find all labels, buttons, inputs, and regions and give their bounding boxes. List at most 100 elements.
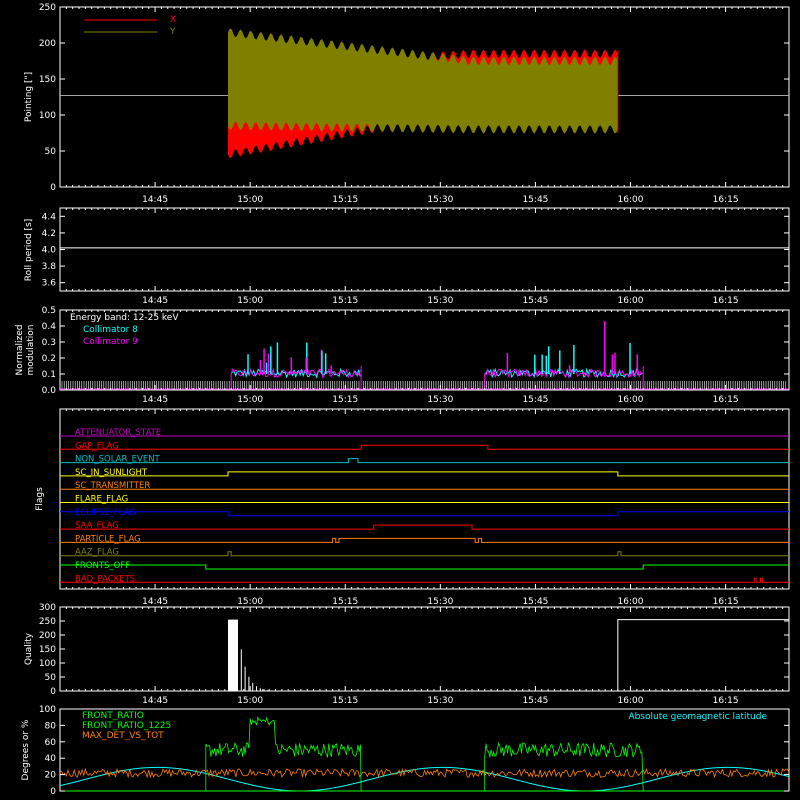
y-tick-label: 0.0 [42,386,57,396]
legend-front-ratio: FRONT_RATIO [82,711,144,721]
legend-front-ratio-1225: FRONT_RATIO_1225 [82,721,171,731]
y-tick-label: 150 [39,75,56,85]
ratios-yticks: 0 20 40 60 80 100 [39,705,789,797]
legend-label-x: X [170,15,176,25]
flag-label-gap_flag: GAP_FLAG [75,441,119,451]
x-tick-label: 15:15 [332,597,358,607]
flags-plot: ATTENUATOR_STATE GAP_FLAG NON_SOLAR_EVENT S… [60,428,789,584]
x-tick-label: 16:15 [713,696,739,706]
flag-label-aaz_flag: AAZ_FLAG [75,548,119,558]
legend-max-det-vs-tot: MAX_DET_VS_TOT [82,731,164,741]
x-tick-label: 16:00 [618,195,644,205]
modulation-panel-frame [59,309,790,391]
x-tick-label: 15:15 [332,395,358,405]
y-tick-label: 0 [50,687,56,697]
modulation-xticks: 14:45 15:00 15:15 15:30 15:45 16:00 16:15 [65,310,790,405]
x-tick-label: 14:45 [142,296,168,306]
y-tick-label: 0.5 [42,306,56,316]
quality-ylabel: Quality [24,632,34,665]
x-tick-label: 15:45 [522,296,548,306]
modulation-ylabel-line1: Normalized [15,324,25,375]
y-tick-label: 0 [50,787,56,797]
flags-ylabel: Flags [35,487,45,511]
modulation-panel: 0.00.10.20.30.40.5 14:45 15:00 15:15 15:30 1… [15,306,790,405]
y-tick-label: 100 [39,111,56,121]
x-tick-label: 15:00 [237,296,263,306]
legend-collimator-8: Collimator 8 [83,325,138,335]
flag-label-sc_transmitter: SC_TRANSMITTER [75,481,150,491]
x-tick-label: 14:45 [142,195,168,205]
flag-line-gap_flag [60,444,789,450]
quality-yticks: 0 50 100 150 200 250 300 [39,603,789,697]
y-tick-label: 300 [39,603,56,613]
flag-label-sc_in_sunlight: SC_IN_SUNLIGHT [75,468,148,478]
flag-line-non_solar_event [60,458,789,464]
y-tick-label: 50 [45,673,57,683]
y-tick-label: 150 [39,645,56,655]
flags-panel: ATTENUATOR_STATE GAP_FLAG NON_SOLAR_EVENT S… [35,408,790,607]
x-tick-label: 14:45 [142,696,168,706]
modulation-yticks: 0.0 0.1 0.2 0.3 0.4 0.5 [42,306,789,396]
y-tick-label: 60 [45,738,57,748]
x-tick-label: 15:30 [427,597,453,607]
roll-period-yticks: 3.6 3.8 4.0 4.2 4.4 [42,212,789,289]
legend-energy-band: Energy band: 12-25 keV [70,313,179,323]
x-tick-label: 15:45 [522,395,548,405]
x-tick-label: 15:30 [427,395,453,405]
x-tick-label: 15:45 [522,696,548,706]
flag-label-bad_packets: BAD_PACKETS [75,574,135,584]
y-tick-label: 0.1 [42,370,56,380]
quality-plot [60,619,789,692]
quality-plateau [617,619,789,691]
y-tick-label: 50 [45,147,57,157]
roll-period-panel: 3.6 3.8 4.0 4.2 4.4 14:45 15:00 15:15 15:30 15:4… [24,207,790,306]
flag-line-sc_in_sunlight [60,471,789,477]
flags-xticks: 14:45 15:00 15:15 15:30 15:45 16:00 16:15 [65,409,790,607]
ratios-plot [59,716,790,792]
x-tick-label: 16:00 [618,395,644,405]
flag-label-non_solar_event: NON_SOLAR_EVENT [75,455,161,465]
flag-label-fronts_off: FRONTS_OFF [75,561,130,571]
x-tick-label: 15:00 [237,395,263,405]
x-tick-label: 16:15 [713,597,739,607]
legend-geomagnetic-latitude: Absolute geomagnetic latitude [628,712,767,722]
y-tick-label: 4.2 [42,229,56,239]
pointing-series-y [227,28,618,134]
legend-label-y: Y [169,27,176,37]
x-tick-label: 16:00 [618,696,644,706]
y-tick-label: 250 [39,617,56,627]
quality-spike [227,619,238,691]
x-tick-label: 15:45 [522,597,548,607]
y-tick-label: 200 [39,631,56,641]
pointing-panel-frame [59,6,790,188]
x-tick-label: 15:00 [237,195,263,205]
collimator-8-trace [231,367,361,379]
x-tick-label: 16:00 [618,296,644,306]
flag-label-particle_flag: PARTICLE_FLAG [75,534,141,544]
x-tick-label: 15:15 [332,296,358,306]
flag-line-aaz_flag [60,551,789,557]
roll-period-ylabel: Roll period [s] [24,219,34,281]
ratios-legend: FRONT_RATIO FRONT_RATIO_1225 MAX_DET_VS_… [82,711,767,741]
modulation-legend: Energy band: 12-25 keV Collimator 8 Coll… [70,313,179,347]
y-tick-label: 4.4 [42,212,57,222]
roll-period-panel-frame [59,207,790,292]
y-tick-label: 0.2 [42,354,56,364]
x-tick-label: 15:30 [427,696,453,706]
ratios-ylabel: Degrees or % [21,719,31,780]
y-tick-label: 100 [39,705,56,715]
quality-xticks: 14:45 15:00 15:15 15:30 15:45 16:00 16:15 [65,607,790,706]
pointing-panel: 0 50 100 150 200 250 14:45 15:00 15:15 15:30 15:4… [24,3,790,205]
collimator-9-trace [230,367,361,379]
collimator-9-trace [484,367,643,379]
pointing-xticks: 14:45 15:00 15:15 15:30 15:45 16:00 16:15 [65,7,790,205]
x-tick-label: 15:45 [522,195,548,205]
y-tick-label: 250 [39,3,56,13]
pointing-plot [60,28,789,159]
x-tick-label: 15:00 [237,696,263,706]
x-tick-label: 15:00 [237,597,263,607]
y-tick-label: 3.6 [42,279,57,289]
latitude-trace [59,766,790,792]
